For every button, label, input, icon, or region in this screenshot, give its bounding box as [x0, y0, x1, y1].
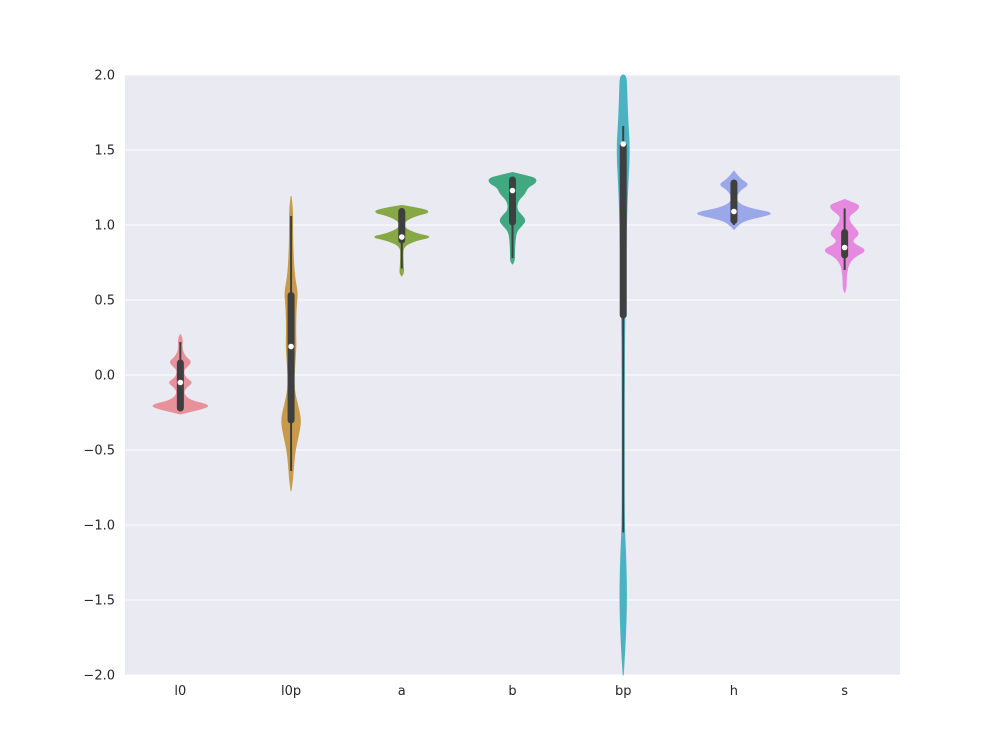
median-dot-a	[398, 234, 405, 240]
grid-lines	[125, 74, 900, 676]
y-tick-label: 1.0	[94, 219, 115, 234]
y-axis-tick-labels: −2.0 −1.5 −1.0 −0.5 0.0 0.5 1.0 1.5 2.0	[83, 69, 115, 684]
median-dot-l0	[177, 379, 184, 386]
y-tick-label: 1.5	[94, 144, 115, 159]
x-tick-label: l0	[174, 684, 186, 699]
median-dot-s	[841, 244, 848, 251]
x-tick-label: b	[508, 684, 516, 699]
y-tick-label: 0.5	[94, 294, 115, 309]
violin-l0p	[281, 196, 301, 491]
median-dot-b	[509, 187, 516, 194]
violin-s	[824, 199, 865, 293]
median-dot-l0p	[288, 343, 294, 350]
violin-b	[488, 172, 537, 265]
median-dot-bp	[620, 141, 627, 147]
x-tick-label: bp	[615, 684, 632, 699]
y-tick-label: −2.0	[83, 669, 115, 684]
y-tick-label: −1.5	[83, 594, 115, 609]
violin-bp	[616, 74, 630, 676]
x-tick-label: l0p	[281, 684, 301, 699]
violin-a	[374, 205, 430, 277]
y-tick-label: −1.0	[83, 519, 115, 534]
violins	[152, 74, 865, 676]
x-axis-tick-labels: l0 l0p a b bp h s	[174, 684, 848, 699]
violin-l0	[152, 334, 209, 415]
x-tick-label: h	[730, 684, 738, 699]
x-tick-label: a	[398, 684, 406, 699]
x-tick-label: s	[841, 684, 848, 699]
y-tick-label: 2.0	[94, 69, 115, 84]
y-tick-label: −0.5	[83, 444, 115, 459]
violin-h	[697, 170, 771, 230]
y-tick-label: 0.0	[94, 369, 115, 384]
median-dot-h	[731, 208, 737, 215]
